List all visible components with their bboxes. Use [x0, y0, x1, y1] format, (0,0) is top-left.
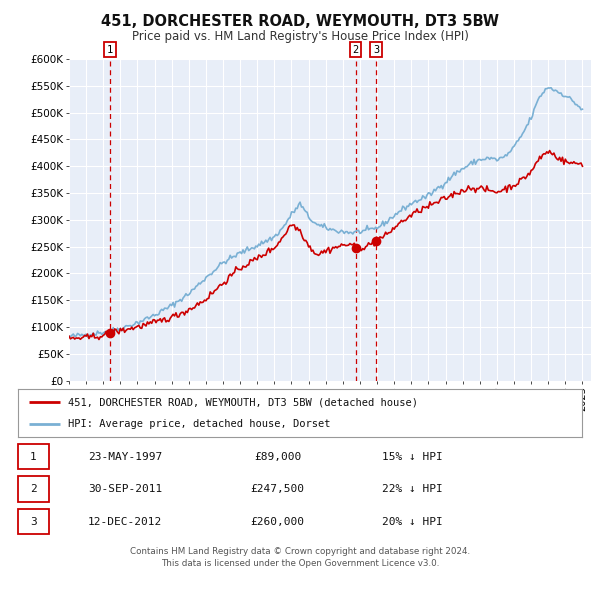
- Text: 2: 2: [30, 484, 37, 494]
- Text: 451, DORCHESTER ROAD, WEYMOUTH, DT3 5BW (detached house): 451, DORCHESTER ROAD, WEYMOUTH, DT3 5BW …: [68, 397, 418, 407]
- Text: Price paid vs. HM Land Registry's House Price Index (HPI): Price paid vs. HM Land Registry's House …: [131, 30, 469, 43]
- Text: 1: 1: [107, 45, 113, 55]
- FancyBboxPatch shape: [18, 444, 49, 470]
- Text: 15% ↓ HPI: 15% ↓ HPI: [382, 452, 443, 461]
- Text: 20% ↓ HPI: 20% ↓ HPI: [382, 517, 443, 526]
- Text: 2: 2: [353, 45, 359, 55]
- Text: HPI: Average price, detached house, Dorset: HPI: Average price, detached house, Dors…: [68, 419, 330, 429]
- Text: £247,500: £247,500: [250, 484, 304, 494]
- Text: 30-SEP-2011: 30-SEP-2011: [88, 484, 162, 494]
- Text: 451, DORCHESTER ROAD, WEYMOUTH, DT3 5BW: 451, DORCHESTER ROAD, WEYMOUTH, DT3 5BW: [101, 14, 499, 30]
- Text: 3: 3: [30, 517, 37, 526]
- Text: Contains HM Land Registry data © Crown copyright and database right 2024.
This d: Contains HM Land Registry data © Crown c…: [130, 547, 470, 568]
- Text: 23-MAY-1997: 23-MAY-1997: [88, 452, 162, 461]
- Text: £260,000: £260,000: [250, 517, 304, 526]
- Text: 22% ↓ HPI: 22% ↓ HPI: [382, 484, 443, 494]
- FancyBboxPatch shape: [18, 509, 49, 535]
- Text: 1: 1: [30, 452, 37, 461]
- Text: 12-DEC-2012: 12-DEC-2012: [88, 517, 162, 526]
- Text: 3: 3: [373, 45, 379, 55]
- Text: £89,000: £89,000: [254, 452, 301, 461]
- FancyBboxPatch shape: [18, 476, 49, 502]
